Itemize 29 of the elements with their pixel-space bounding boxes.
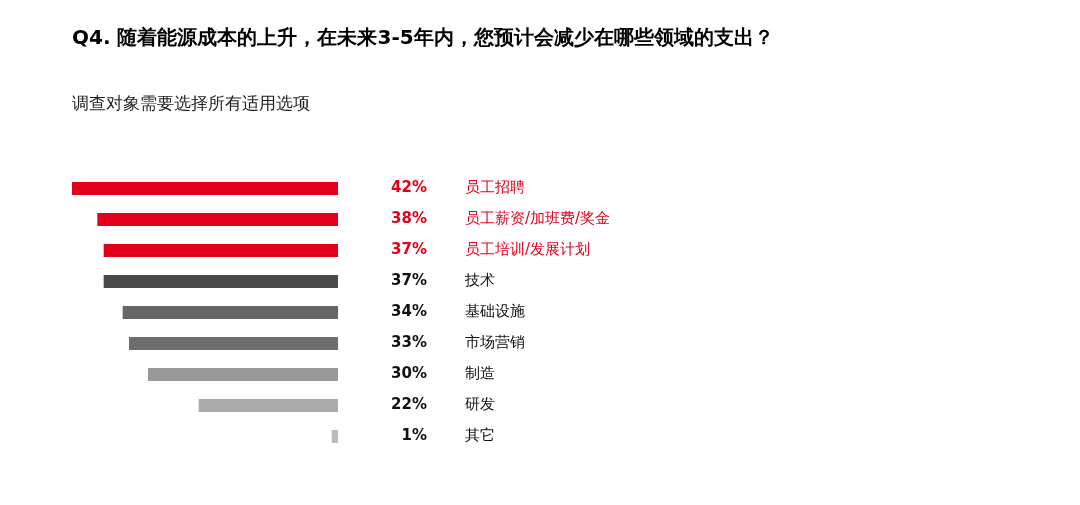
data-label: 33% — [391, 333, 427, 352]
y-tick-label: 员工薪资/加班费/奖金 — [465, 209, 611, 228]
bar — [97, 212, 338, 227]
bar — [103, 274, 338, 289]
bar — [129, 336, 338, 351]
y-tick-label: 其它 — [465, 426, 495, 445]
data-label: 34% — [391, 302, 427, 321]
text: Q4. 随着能源成本的上升，在未来3-5年内，您预计会减少在哪些领域的支出？ — [72, 24, 774, 51]
y-tick-label: 基础设施 — [465, 302, 525, 321]
bar — [198, 398, 338, 413]
y-tick-label: 员工招聘 — [465, 178, 525, 197]
bar — [331, 429, 338, 444]
bar — [72, 181, 338, 196]
bar — [122, 305, 338, 320]
y-tick-label: 市场营销 — [465, 333, 525, 352]
data-label: 22% — [391, 395, 427, 414]
data-label: 1% — [401, 426, 427, 445]
bar — [148, 367, 338, 382]
bar — [103, 243, 338, 258]
data-label: 38% — [391, 209, 427, 228]
y-tick-label: 制造 — [465, 364, 495, 383]
data-label: 37% — [391, 240, 427, 259]
data-label: 37% — [391, 271, 427, 290]
y-tick-label: 员工培训/发展计划 — [465, 240, 591, 259]
data-label: 30% — [391, 364, 427, 383]
data-label: 42% — [391, 178, 427, 197]
chart-subtitle: 调查对象需要选择所有适用选项 — [72, 92, 310, 115]
y-tick-label: 研发 — [465, 395, 495, 414]
y-tick-label: 技术 — [464, 271, 495, 290]
